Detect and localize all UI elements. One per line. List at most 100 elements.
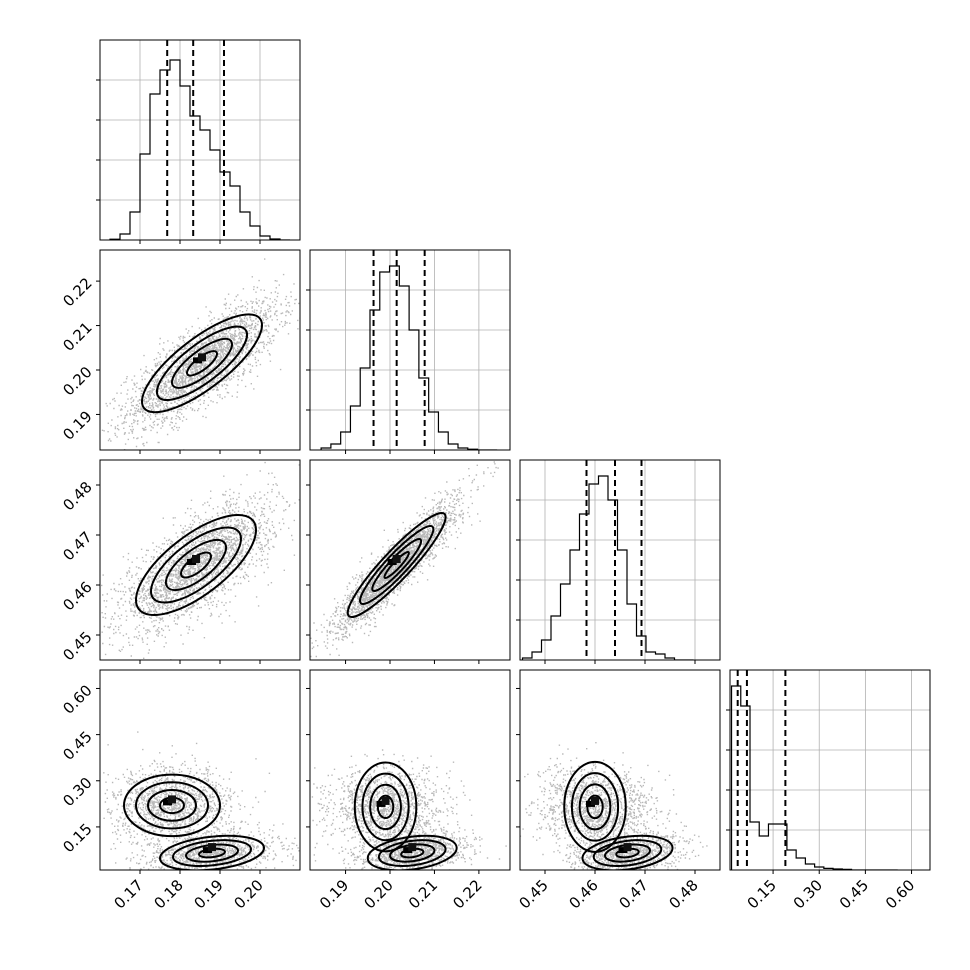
panel-frame [309, 459, 511, 661]
y-tick-label: 0.30 [59, 774, 95, 810]
x-tick-label: 0.19 [316, 876, 352, 912]
density-peak [408, 843, 417, 852]
density-peak [381, 796, 390, 805]
density-peak [208, 843, 216, 852]
histogram-panel-1 [306, 249, 511, 454]
scatter-panel-3-1 [306, 669, 511, 874]
density-peak [203, 847, 212, 854]
panel-frame [309, 249, 511, 451]
x-tick-label: 0.46 [565, 876, 601, 912]
y-tick-label: 0.45 [59, 728, 95, 764]
scatter-points [101, 461, 300, 660]
panel-frame [99, 249, 301, 451]
density-peak [198, 353, 206, 362]
contour-level-0-2 [149, 526, 243, 604]
scatter-content [103, 731, 300, 870]
y-tick-label: 0.15 [59, 820, 95, 856]
x-tick-label: 0.19 [190, 876, 226, 912]
scatter-points [103, 731, 300, 870]
contour-level-1-2 [592, 839, 663, 868]
contour-level-1-3 [581, 834, 674, 870]
scatter-panel-1-0 [96, 249, 301, 454]
y-tick-label: 0.20 [59, 363, 95, 399]
scatter-panel-2-0 [96, 459, 301, 664]
density-peak [168, 795, 176, 804]
contour-level-0-3 [353, 761, 418, 853]
panel-frame [309, 669, 511, 871]
contour-level-1-3 [366, 834, 458, 870]
scatter-panel-2-1 [306, 459, 511, 664]
contour-level-0-3 [346, 511, 447, 619]
contour-level-0-1 [369, 783, 402, 831]
scatter-content [520, 742, 708, 870]
x-tick-label: 0.30 [790, 876, 826, 912]
scatter-content [101, 258, 300, 450]
density-peak [618, 847, 628, 854]
y-tick-label: 0.21 [59, 318, 95, 354]
contour-level-0-1 [171, 337, 233, 389]
density-peak [387, 559, 397, 565]
contour-level-0-2 [570, 772, 620, 842]
x-tick-label: 0.45 [836, 876, 872, 912]
y-tick-label: 0.19 [59, 407, 95, 443]
x-tick-label: 0.47 [615, 876, 651, 912]
contour-level-0-3 [123, 773, 221, 838]
scatter-content [310, 461, 499, 658]
panel-frame [519, 459, 721, 661]
scatter-panel-3-0 [96, 669, 301, 874]
panel-frame [99, 669, 301, 871]
density-peak [586, 800, 595, 807]
x-tick-label: 0.22 [449, 876, 485, 912]
x-tick-label: 0.20 [360, 876, 396, 912]
density-peak [187, 559, 196, 565]
panel-frame [519, 669, 721, 871]
density-peak [163, 799, 172, 806]
density-peak [392, 555, 401, 563]
scatter-panel-3-2 [516, 669, 721, 874]
contour-level-1-2 [172, 839, 252, 868]
panel-frame [99, 39, 301, 241]
contour-level-1-3 [159, 834, 265, 870]
contour-level-0-2 [359, 524, 435, 605]
x-tick-label: 0.18 [150, 876, 186, 912]
panel-frame [99, 459, 301, 661]
y-tick-label: 0.45 [59, 628, 95, 664]
x-tick-label: 0.15 [744, 876, 780, 912]
y-tick-label: 0.60 [59, 681, 95, 717]
density-peak [623, 843, 632, 852]
histogram-panel-3 [726, 669, 931, 874]
x-tick-label: 0.60 [882, 876, 918, 912]
y-tick-label: 0.48 [59, 478, 95, 514]
x-tick-label: 0.21 [405, 876, 441, 912]
histogram-bars-0 [109, 59, 290, 240]
x-tick-label: 0.48 [665, 876, 701, 912]
histogram-bars-1 [320, 265, 498, 450]
density-peak [591, 796, 599, 805]
y-tick-label: 0.22 [59, 274, 95, 310]
density-peak [193, 357, 202, 364]
contour-level-0-1 [147, 788, 197, 822]
scatter-content [101, 461, 300, 660]
histogram-bars-3 [730, 685, 898, 870]
contour-level-0-3 [141, 313, 263, 414]
contour-level-0-1 [578, 783, 612, 831]
scatter-content [310, 749, 507, 870]
x-tick-label: 0.45 [515, 876, 551, 912]
y-tick-label: 0.47 [59, 528, 95, 564]
density-peak [192, 555, 200, 563]
scatter-points [520, 742, 708, 870]
contour-level-1-2 [377, 839, 447, 868]
x-tick-label: 0.17 [110, 876, 146, 912]
y-tick-label: 0.46 [59, 578, 95, 614]
density-peak [403, 847, 413, 854]
contour-level-0-1 [164, 538, 228, 592]
scatter-points [310, 461, 499, 658]
contour-level-0-3 [134, 513, 258, 617]
contour-level-0-2 [155, 325, 248, 401]
histogram-panel-2 [516, 459, 721, 664]
contour-level-0-2 [135, 781, 209, 830]
corner-panels: 0.17 0.18 0.19 0.20 0.19 0.20 0.21 0.22 0.45 0.46… [59, 39, 931, 912]
panel-frame [729, 669, 931, 871]
contour-level-0-2 [361, 772, 410, 842]
